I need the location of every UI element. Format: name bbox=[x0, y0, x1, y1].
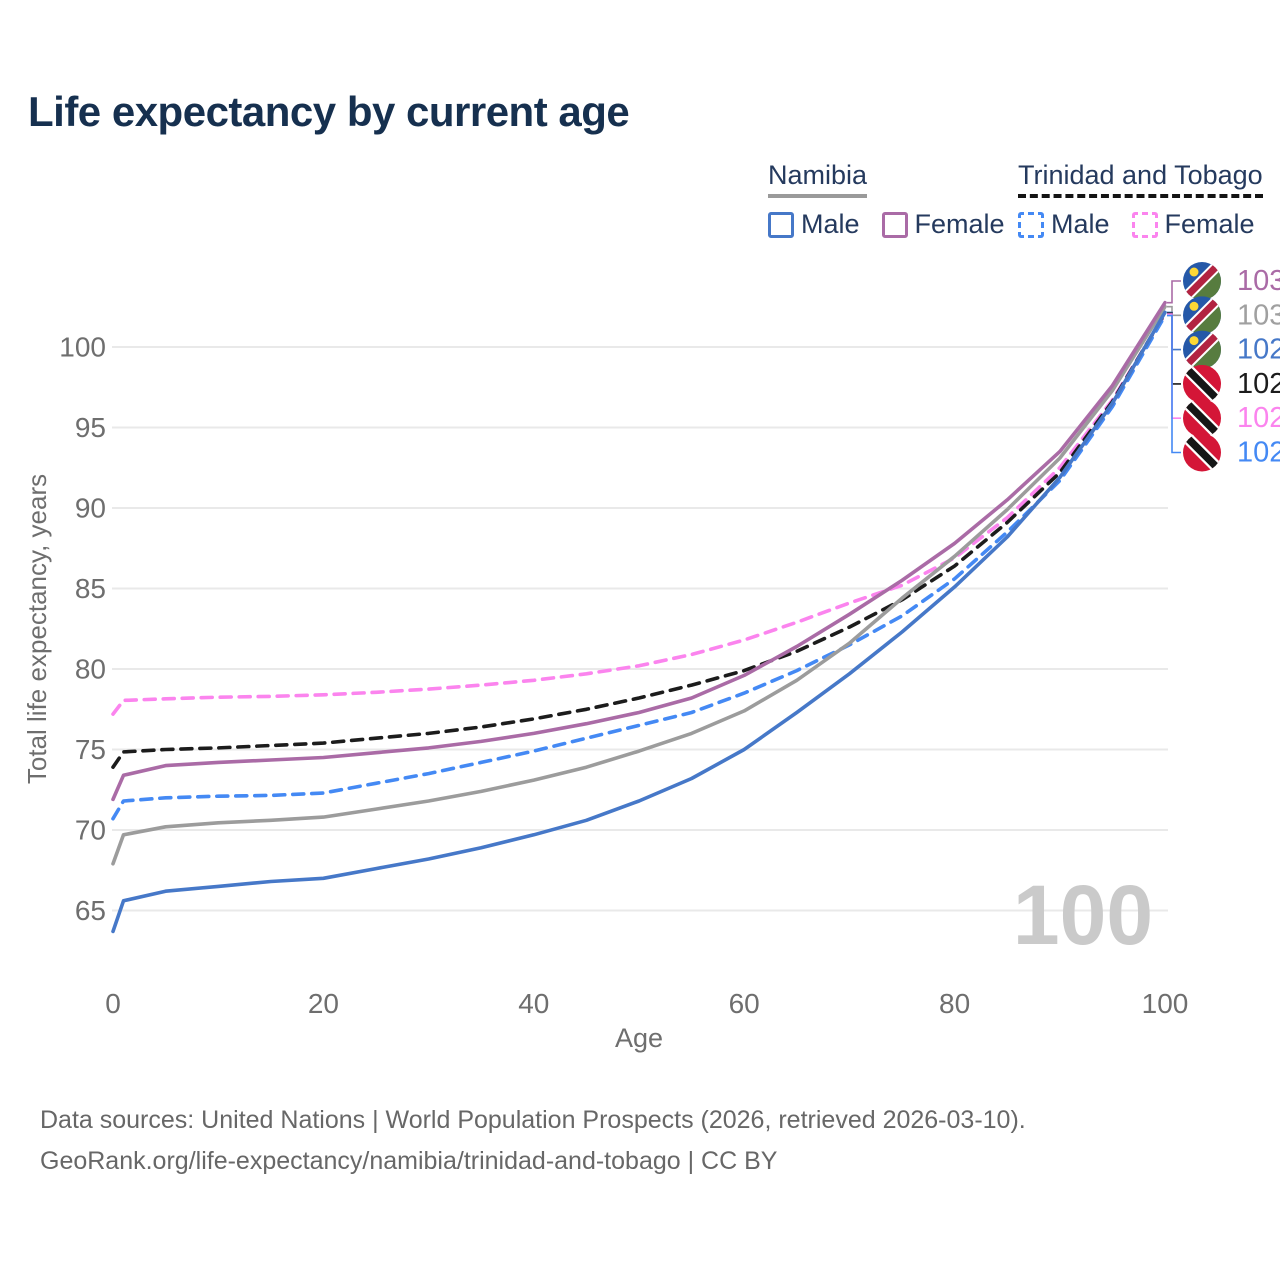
legend-group-trinidad-and-tobago: Trinidad and Tobago Male Female bbox=[1018, 160, 1277, 240]
y-tick-label: 80 bbox=[75, 654, 106, 685]
end-value-label: 103 bbox=[1237, 265, 1280, 297]
tt-male-swatch-icon bbox=[1018, 211, 1044, 238]
y-tick-label: 100 bbox=[59, 332, 106, 363]
series-line-nam_both[interactable] bbox=[111, 304, 1167, 866]
end-label-connector bbox=[1167, 280, 1181, 304]
series-line-nam_female[interactable] bbox=[111, 300, 1167, 802]
legend-item-label: Female bbox=[1164, 209, 1255, 239]
y-tick-label: 65 bbox=[75, 895, 106, 926]
end-label-connector bbox=[1167, 305, 1181, 317]
chart-svg: 100 65 70 75 80 85 90 95 100 0 20 40 60 80 100 Age Tota… bbox=[22, 245, 1280, 1054]
series-line-tt_male[interactable] bbox=[111, 313, 1167, 821]
y-tick-label: 85 bbox=[75, 573, 106, 604]
axis-labels: 65 70 75 80 85 90 95 100 0 20 40 60 80 100 Age Total li… bbox=[22, 332, 1188, 1054]
end-label-connector bbox=[1167, 311, 1181, 351]
end-label-connector bbox=[1167, 312, 1181, 385]
footer: Data sources: United Nations | World Pop… bbox=[40, 1100, 1026, 1182]
namibia-flag-icon bbox=[1183, 331, 1221, 369]
trinidad-and-tobago-flag-icon bbox=[1183, 434, 1221, 472]
legend-group-namibia: Namibia Male Female bbox=[768, 160, 1027, 240]
end-value-label: 102 bbox=[1237, 368, 1280, 400]
legend-item-label: Female bbox=[914, 209, 1005, 239]
legend-header-namibia[interactable]: Namibia bbox=[768, 160, 868, 198]
legend-item-label: Male bbox=[1051, 209, 1110, 239]
legend-items-namibia: Male Female bbox=[768, 209, 1027, 240]
y-tick-label: 75 bbox=[75, 734, 106, 765]
footer-data-sources: Data sources: United Nations | World Pop… bbox=[40, 1106, 1026, 1134]
y-axis-label: Total life expectancy, years bbox=[22, 474, 52, 784]
y-tick-label: 95 bbox=[75, 412, 106, 443]
tt-female-swatch-icon bbox=[1131, 211, 1158, 238]
legend-header-trinidad-and-tobago[interactable]: Trinidad and Tobago bbox=[1018, 160, 1263, 198]
series-line-nam_male[interactable] bbox=[111, 310, 1167, 934]
series-line-tt_both[interactable] bbox=[111, 311, 1167, 770]
legend-item-namibia-male[interactable]: Male bbox=[768, 209, 860, 240]
legend-item-label: Male bbox=[801, 209, 860, 239]
gridlines bbox=[112, 346, 1168, 912]
end-label-connector bbox=[1167, 314, 1181, 454]
end-label-connector bbox=[1167, 313, 1181, 419]
legend-item-tt-female[interactable]: Female bbox=[1131, 209, 1255, 240]
x-tick-label: 40 bbox=[518, 988, 549, 1019]
namibia-flag-icon bbox=[1183, 262, 1221, 300]
x-axis-label: Age bbox=[615, 1023, 663, 1053]
x-tick-label: 60 bbox=[729, 988, 760, 1019]
end-value-label: 102 bbox=[1237, 402, 1280, 434]
namibia-female-swatch-icon bbox=[881, 211, 908, 238]
end-value-label: 102 bbox=[1237, 437, 1280, 469]
legend-item-namibia-female[interactable]: Female bbox=[881, 209, 1005, 240]
y-tick-label: 70 bbox=[75, 815, 106, 846]
watermark-age: 100 bbox=[1013, 868, 1153, 962]
namibia-flag-icon bbox=[1183, 296, 1221, 334]
x-tick-label: 20 bbox=[308, 988, 339, 1019]
chart-area: 100 65 70 75 80 85 90 95 100 0 20 40 60 80 100 Age Tota… bbox=[0, 245, 1280, 1065]
x-tick-label: 0 bbox=[105, 988, 121, 1019]
trinidad-and-tobago-flag-icon bbox=[1183, 365, 1221, 403]
legend-items-trinidad-and-tobago: Male Female bbox=[1018, 209, 1277, 240]
x-tick-label: 100 bbox=[1142, 988, 1189, 1019]
legend-item-tt-male[interactable]: Male bbox=[1018, 209, 1110, 240]
end-value-label: 103 bbox=[1237, 299, 1280, 331]
page-title: Life expectancy by current age bbox=[28, 88, 630, 135]
trinidad-and-tobago-flag-icon bbox=[1183, 399, 1221, 437]
namibia-male-swatch-icon bbox=[768, 211, 794, 238]
y-tick-label: 90 bbox=[75, 493, 106, 524]
x-tick-label: 80 bbox=[939, 988, 970, 1019]
footer-url: GeoRank.org/life-expectancy/namibia/trin… bbox=[40, 1147, 778, 1175]
end-value-label: 102 bbox=[1237, 334, 1280, 366]
series-line-tt_female[interactable] bbox=[111, 312, 1167, 716]
